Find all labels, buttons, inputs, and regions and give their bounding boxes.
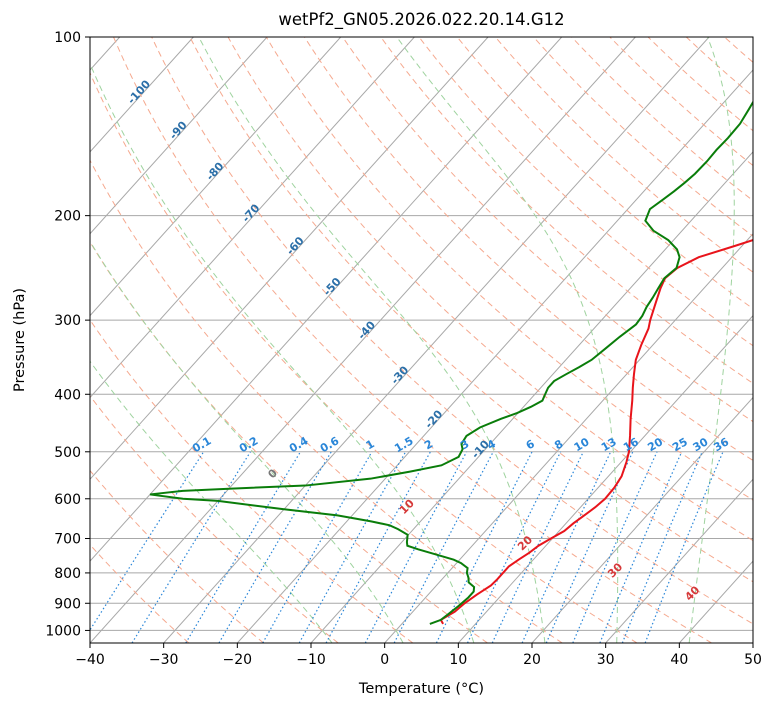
moist-adiabat-line — [198, 37, 546, 643]
mixing-ratio-line — [466, 451, 562, 643]
series-layer — [149, 100, 753, 625]
isotherm-line — [90, 37, 415, 399]
mixing-ratio-line — [491, 451, 584, 643]
x-tick-label: −10 — [296, 652, 326, 668]
isotherm-line — [531, 396, 753, 643]
x-tick-label: 40 — [670, 652, 688, 668]
grid-layer — [90, 37, 753, 643]
mixing-ratio-line — [218, 451, 332, 643]
plot-frame — [89, 36, 754, 644]
dry-adiabat-line — [90, 71, 638, 643]
chart-title: wetPf2_GN05.2026.022.20.14.G12 — [278, 10, 564, 30]
x-tick-label: 20 — [523, 652, 541, 668]
y-tick-label: 600 — [54, 492, 81, 508]
dry-adiabat-line — [265, 37, 753, 501]
mixing-ratio-line — [545, 451, 634, 643]
isotherm-line — [90, 37, 268, 235]
x-tick-label: −30 — [149, 652, 179, 668]
y-tick-label: 400 — [54, 387, 81, 403]
isotherm-line — [90, 37, 489, 481]
dry-adiabat-line — [456, 37, 753, 310]
x-tick-label: 10 — [449, 652, 467, 668]
dry-adiabat-line — [90, 395, 339, 643]
mixing-ratio-line — [599, 451, 683, 643]
isotherm-line — [90, 37, 563, 562]
mixing-ratio-line — [521, 451, 612, 643]
mixing-ratio-line — [185, 451, 301, 643]
dry-adiabat-line — [380, 37, 753, 384]
y-tick-label: 200 — [54, 209, 81, 225]
isotherm-line — [457, 314, 753, 643]
dry-adiabat-line — [342, 37, 753, 423]
dry-adiabat-line — [418, 37, 753, 347]
dry-adiabat-line — [571, 37, 753, 202]
y-tick-label: 700 — [54, 532, 81, 548]
mixing-ratio-line — [572, 451, 658, 643]
isotherm-line — [90, 37, 636, 643]
mixing-ratio-line — [131, 451, 251, 643]
moist-adiabat-line — [90, 62, 475, 643]
y-tick-label: 900 — [54, 596, 81, 612]
isotherm-line — [236, 69, 753, 643]
y-tick-label: 300 — [54, 313, 81, 329]
y-tick-label: 800 — [54, 566, 81, 582]
dry-adiabat-line — [609, 37, 753, 167]
mixing-ratio-line — [325, 451, 431, 643]
isotherm-line — [90, 37, 194, 153]
isotherm-line — [605, 478, 753, 643]
dry-adiabat-line — [90, 159, 563, 643]
isotherm-line — [163, 37, 710, 643]
dry-adiabat-line — [189, 37, 753, 583]
dry-adiabat-line — [151, 37, 753, 625]
x-tick-label: −20 — [223, 652, 253, 668]
mixing-ratio-line — [621, 451, 703, 643]
moist-adiabat-line — [90, 360, 333, 643]
axis-layer: −40 −30 −20 −10 0 10 20 30 40 50 100 200 300 400 500 60… — [45, 30, 762, 668]
x-tick-label: 30 — [597, 652, 615, 668]
dewpoint-profile-line — [149, 100, 753, 625]
mixing-ratio-line — [262, 451, 373, 643]
x-tick-label: 0 — [380, 652, 389, 668]
dry-adiabat-line — [227, 37, 753, 542]
x-tick-label: −40 — [75, 652, 105, 668]
mixing-ratio-line — [90, 451, 205, 632]
y-tick-label: 500 — [54, 445, 81, 461]
isotherm-line — [384, 232, 753, 643]
isotherm-line — [310, 151, 753, 643]
moist-adiabat-line — [688, 37, 735, 643]
y-axis-label: Pressure (hPa) — [12, 288, 28, 392]
x-axis-label: Temperature (°C) — [358, 681, 484, 697]
dry-adiabat-line — [90, 319, 414, 643]
moist-adiabat-line — [90, 240, 404, 643]
y-tick-label: 100 — [54, 30, 81, 46]
dry-adiabat-line — [113, 37, 712, 643]
mixing-ratio-line — [298, 451, 407, 643]
mixing-ratio-line — [364, 451, 468, 643]
y-tick-label: 1000 — [45, 623, 81, 639]
x-tick-label: 50 — [744, 652, 762, 668]
temperature-profile-line — [439, 239, 753, 625]
moist-adiabat-line — [396, 37, 619, 643]
